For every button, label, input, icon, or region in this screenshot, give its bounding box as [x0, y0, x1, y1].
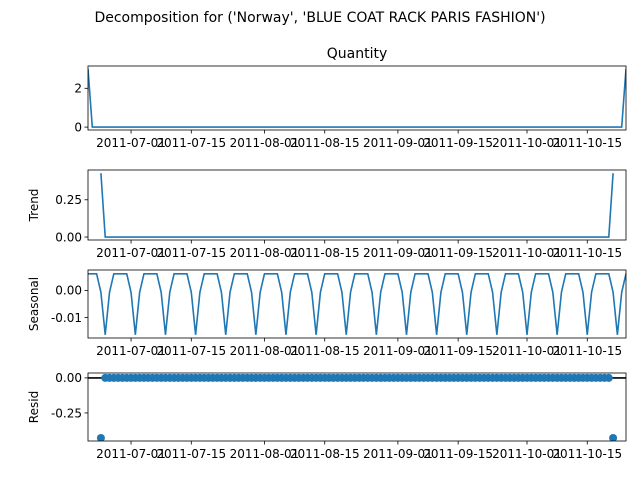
y-tick-label: -0.01	[51, 311, 82, 325]
trend-line	[100, 173, 614, 238]
x-tick-label: 2011-08-01	[230, 447, 300, 461]
x-tick-label: 2011-07-01	[96, 344, 166, 358]
x-tick-label: 2011-09-01	[363, 344, 433, 358]
x-tick-label: 2011-09-15	[423, 447, 493, 461]
x-tick-label: 2011-09-15	[423, 136, 493, 150]
figure-suptitle: Decomposition for ('Norway', 'BLUE COAT …	[94, 10, 545, 26]
y-tick-label: 2	[74, 82, 82, 96]
axes-frame	[87, 269, 627, 339]
y-tick-label: 0	[74, 120, 82, 134]
x-tick-label: 2011-09-15	[423, 246, 493, 260]
x-tick-label: 2011-08-15	[290, 447, 360, 461]
y-axis-label: Trend	[27, 189, 41, 223]
x-tick-label: 2011-08-01	[230, 136, 300, 150]
x-tick-label: 2011-08-15	[290, 136, 360, 150]
x-tick-label: 2011-07-15	[156, 447, 226, 461]
x-tick-label: 2011-07-15	[156, 344, 226, 358]
x-tick-label: 2011-10-15	[552, 447, 622, 461]
y-tick-label: 0.00	[55, 284, 82, 298]
x-tick-label: 2011-07-01	[96, 246, 166, 260]
x-tick-label: 2011-08-01	[230, 344, 300, 358]
x-tick-label: 2011-10-15	[552, 136, 622, 150]
x-tick-label: 2011-09-01	[363, 136, 433, 150]
x-tick-label: 2011-08-15	[290, 344, 360, 358]
x-tick-label: 2011-08-01	[230, 246, 300, 260]
plot-area-3	[88, 273, 626, 335]
x-tick-label: 2011-08-15	[290, 246, 360, 260]
x-tick-label: 2011-07-01	[96, 136, 166, 150]
x-tick-label: 2011-09-01	[363, 246, 433, 260]
panel-title: Quantity	[327, 46, 388, 62]
x-tick-label: 2011-07-15	[156, 136, 226, 150]
plot-area-1	[88, 68, 626, 128]
resid-point	[604, 373, 613, 382]
x-tick-label: 2011-10-15	[552, 246, 622, 260]
axes-frame	[87, 372, 627, 442]
resid-point	[96, 434, 105, 441]
resid-point	[609, 434, 618, 441]
axes-frame	[87, 65, 627, 131]
y-tick-label: -0.25	[51, 406, 82, 420]
plot-area-4	[88, 373, 626, 441]
y-axis-label: Seasonal	[27, 277, 41, 331]
x-tick-label: 2011-10-01	[492, 344, 562, 358]
x-tick-label: 2011-07-15	[156, 246, 226, 260]
x-tick-label: 2011-09-15	[423, 344, 493, 358]
x-tick-label: 2011-10-01	[492, 447, 562, 461]
axes-frame	[87, 169, 627, 241]
y-axis-label: Resid	[27, 391, 41, 423]
y-tick-label: 0.00	[55, 230, 82, 244]
x-tick-label: 2011-10-01	[492, 246, 562, 260]
y-tick-label: 0.25	[55, 193, 82, 207]
seasonal-line	[88, 273, 626, 335]
x-tick-label: 2011-10-15	[552, 344, 622, 358]
x-tick-label: 2011-07-01	[96, 447, 166, 461]
x-tick-label: 2011-09-01	[363, 447, 433, 461]
y-tick-label: 0.00	[55, 371, 82, 385]
x-tick-label: 2011-10-01	[492, 136, 562, 150]
quantity-line	[88, 68, 626, 128]
plot-area-2	[100, 173, 614, 238]
